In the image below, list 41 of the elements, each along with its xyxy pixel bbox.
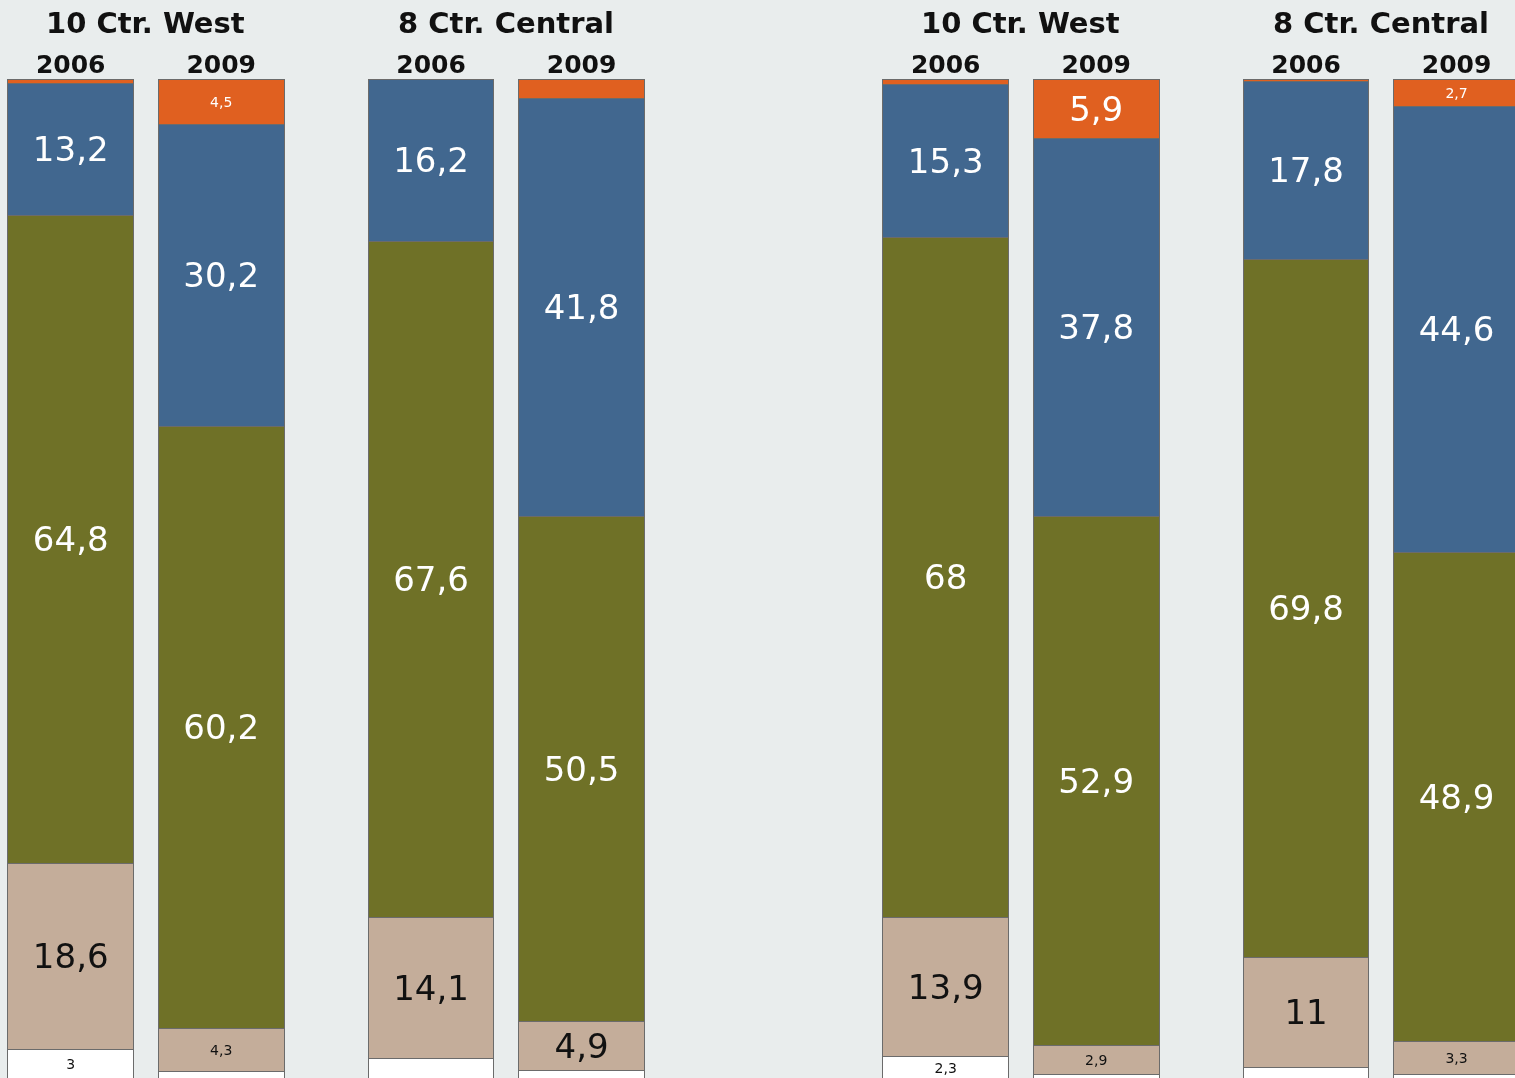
data-label: 50,5 — [543, 748, 620, 789]
data-label: 60,2 — [183, 707, 260, 747]
data-label: 3,3 — [1445, 1049, 1468, 1066]
text: 10 Ctr. West — [46, 6, 245, 40]
data-label: 18,6 — [32, 936, 109, 976]
x-tick-label: 2006 — [35, 50, 106, 79]
data-label: 3 — [66, 1056, 76, 1072]
data-label: 2,3 — [934, 1059, 957, 1076]
data-label: 69,8 — [1268, 588, 1344, 628]
data-label: 30,2 — [183, 255, 260, 295]
data-label: 52,9 — [1058, 760, 1135, 801]
data-label: 13,9 — [907, 966, 984, 1007]
data-label: 13,2 — [32, 129, 109, 169]
data-label: 2,7 — [1445, 84, 1468, 101]
data-label: 41,8 — [543, 287, 620, 327]
data-label: 4,9 — [554, 1025, 609, 1066]
data-label: 67,6 — [393, 559, 469, 599]
data-label: 68 — [924, 557, 968, 597]
x-tick-label: 2009 — [1061, 50, 1131, 79]
x-tick-label: 2009 — [1421, 50, 1492, 79]
data-label: 48,9 — [1418, 776, 1495, 817]
data-label: 2,9 — [1085, 1051, 1108, 1068]
x-tick-label: 2006 — [396, 50, 466, 79]
text: 10 Ctr. West — [921, 6, 1120, 40]
text: 8 Ctr. Central — [398, 6, 614, 40]
x-tick-label: 2009 — [546, 50, 617, 79]
data-label: 11 — [1284, 992, 1328, 1032]
data-label: 64,8 — [32, 519, 109, 559]
x-tick-label: 2006 — [910, 50, 981, 79]
data-label: 4,5 — [210, 93, 233, 110]
x-tick-label: 2009 — [186, 50, 256, 79]
text: 8 Ctr. Central — [1273, 6, 1489, 40]
data-label: 15,3 — [907, 140, 984, 181]
data-label: 16,2 — [393, 140, 469, 180]
data-label: 37,8 — [1058, 307, 1135, 347]
data-label: 44,6 — [1418, 309, 1495, 349]
data-label: 14,1 — [393, 967, 469, 1008]
x-tick-label: 2006 — [1271, 50, 1341, 79]
data-label: 17,8 — [1268, 150, 1344, 190]
data-label: 4,3 — [210, 1041, 233, 1058]
data-label: 5,9 — [1069, 88, 1124, 129]
